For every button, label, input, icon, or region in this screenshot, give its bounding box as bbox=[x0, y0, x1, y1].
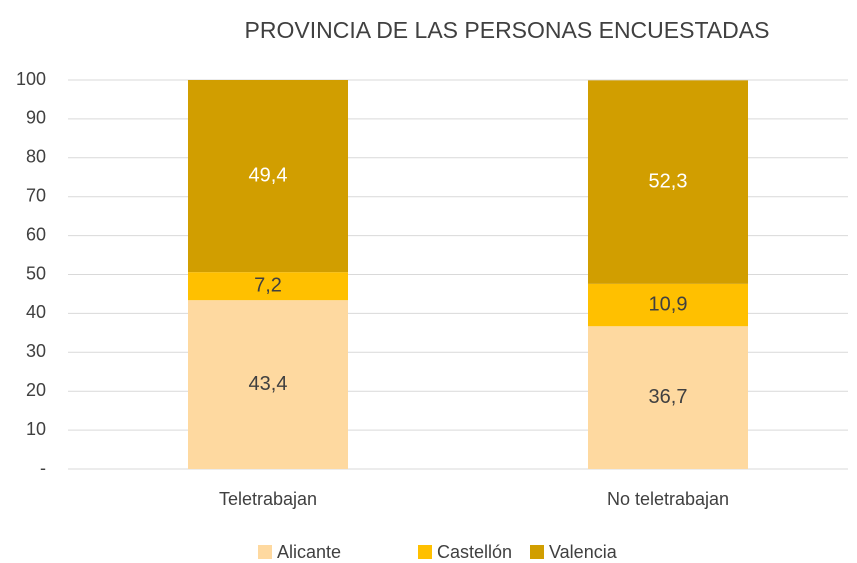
y-tick-label: 30 bbox=[26, 341, 46, 361]
legend-swatch bbox=[418, 545, 432, 559]
y-tick-label: 70 bbox=[26, 185, 46, 205]
legend-label: Alicante bbox=[277, 542, 341, 562]
chart-title: PROVINCIA DE LAS PERSONAS ENCUESTADAS bbox=[245, 17, 770, 43]
y-tick-label: 80 bbox=[26, 147, 46, 167]
bar-segment bbox=[188, 272, 348, 301]
bar-segment bbox=[588, 283, 748, 327]
y-tick-label: 100 bbox=[16, 69, 46, 89]
legend-swatch bbox=[530, 545, 544, 559]
data-label: 52,3 bbox=[649, 170, 688, 192]
bar-segment bbox=[588, 80, 748, 284]
y-tick-label: 50 bbox=[26, 263, 46, 283]
x-tick-label: Teletrabajan bbox=[219, 489, 317, 509]
y-tick-label: 20 bbox=[26, 380, 46, 400]
bar-segment bbox=[188, 80, 348, 273]
y-tick-label: 10 bbox=[26, 419, 46, 439]
legend-label: Castellón bbox=[437, 542, 512, 562]
data-label: 43,4 bbox=[249, 373, 288, 395]
legend-label: Valencia bbox=[549, 542, 618, 562]
legend-swatch bbox=[258, 545, 272, 559]
data-label: 7,2 bbox=[254, 274, 282, 296]
data-label: 36,7 bbox=[649, 386, 688, 408]
bar-segment bbox=[188, 300, 348, 469]
bar-segment bbox=[588, 326, 748, 469]
y-tick-label: - bbox=[40, 458, 46, 478]
data-label: 10,9 bbox=[649, 293, 688, 315]
data-label: 49,4 bbox=[249, 164, 288, 186]
y-tick-label: 40 bbox=[26, 302, 46, 322]
y-tick-label: 60 bbox=[26, 224, 46, 244]
y-tick-label: 90 bbox=[26, 108, 46, 128]
x-tick-label: No teletrabajan bbox=[607, 489, 729, 509]
